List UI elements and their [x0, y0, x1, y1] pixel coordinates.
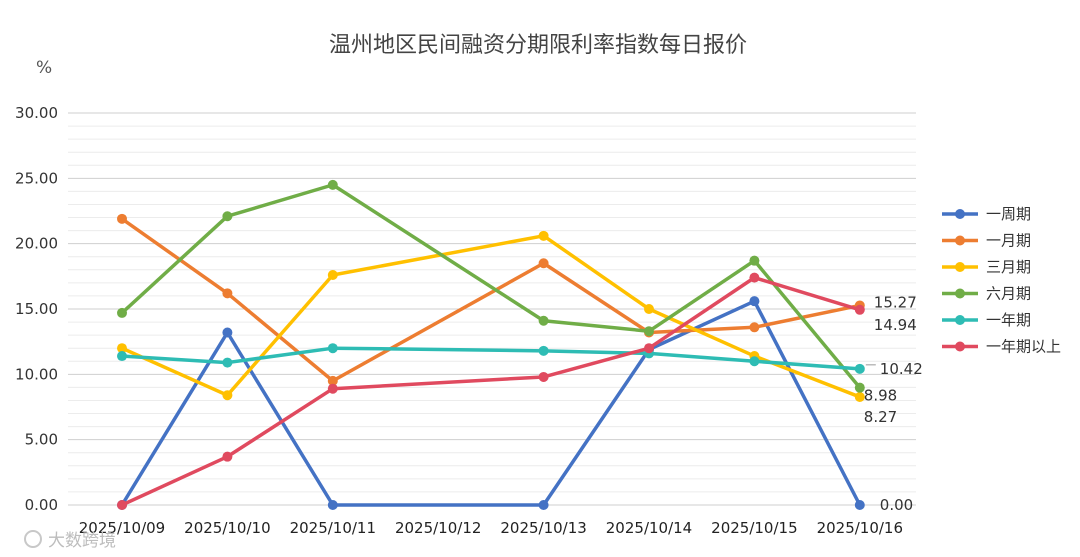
y-axis-ticks: 0.00 5.00 10.00 15.00 20.00 25.00 30.00 [15, 104, 58, 514]
end-value-label: 0.00 [880, 496, 913, 514]
data-point [538, 371, 549, 382]
legend-item: 一年期 [942, 311, 1031, 329]
series-6 [117, 272, 865, 510]
series-lines [117, 179, 865, 510]
data-point [327, 343, 338, 354]
data-point [327, 179, 338, 190]
series-2 [117, 213, 865, 386]
y-tick-label: 15.00 [15, 300, 58, 318]
legend-label: 一月期 [986, 232, 1031, 250]
x-tick-label: 2025/10/14 [606, 519, 692, 537]
data-point [222, 288, 233, 299]
x-tick-label: 2025/10/16 [817, 519, 903, 537]
data-point [749, 272, 760, 283]
legend-item: 一月期 [942, 232, 1031, 250]
data-point [117, 343, 127, 354]
legend-swatch-marker [955, 288, 965, 299]
legend-swatch-marker [955, 209, 965, 219]
data-point [222, 390, 233, 401]
data-point [538, 345, 549, 356]
data-point [538, 258, 549, 269]
y-tick-label: 30.00 [15, 104, 58, 122]
data-point [749, 296, 760, 307]
data-point [854, 382, 865, 393]
end-value-label: 8.27 [864, 408, 897, 426]
data-point [327, 500, 338, 510]
legend-label: 一周期 [986, 205, 1031, 223]
series-line [120, 234, 862, 399]
x-tick-label: 2025/10/09 [79, 519, 165, 537]
data-point [538, 500, 549, 510]
legend-label: 三月期 [986, 258, 1031, 276]
data-point [327, 375, 338, 386]
data-point [644, 343, 654, 354]
data-point [117, 213, 127, 224]
end-value-label: 15.27 [874, 293, 917, 311]
x-tick-label: 2025/10/10 [184, 519, 270, 537]
series-line [120, 346, 862, 371]
data-point [222, 451, 233, 462]
legend-item: 三月期 [942, 258, 1031, 276]
data-point [222, 327, 233, 338]
end-value-label: 10.42 [880, 360, 923, 378]
legend-label: 一年期以上 [986, 338, 1061, 356]
data-point [854, 500, 865, 510]
data-point [538, 230, 549, 241]
data-point [854, 391, 865, 402]
data-point [327, 270, 338, 281]
legend-item: 一周期 [942, 205, 1031, 223]
watermark-text: 大数跨境 [48, 531, 116, 551]
data-point [749, 356, 760, 367]
data-point [222, 211, 233, 222]
series-line [120, 183, 862, 390]
y-tick-label: 0.00 [25, 496, 58, 514]
x-tick-label: 2025/10/12 [395, 519, 481, 537]
end-value-label: 14.94 [874, 316, 917, 334]
x-tick-label: 2025/10/15 [711, 519, 797, 537]
data-point [749, 322, 760, 333]
end-labels: 15.27 14.94 10.42 8.98 8.27 0.00 [864, 293, 923, 514]
legend-item: 六月期 [942, 285, 1031, 303]
legend-swatch-marker [955, 262, 965, 272]
series-4 [117, 179, 865, 393]
x-tick-label: 2025/10/13 [500, 519, 586, 537]
data-point [854, 304, 865, 315]
watermark: 大数跨境 [24, 530, 116, 551]
x-axis-ticks: 2025/10/09 2025/10/10 2025/10/11 2025/10/12… [79, 519, 903, 537]
y-tick-label: 10.00 [15, 365, 58, 383]
y-tick-label: 5.00 [25, 431, 58, 449]
legend-swatch-marker [955, 235, 965, 246]
data-point [644, 326, 654, 337]
y-tick-label: 25.00 [15, 169, 58, 187]
watermark-logo-icon [24, 530, 42, 548]
data-point [222, 357, 233, 368]
data-point [327, 383, 338, 394]
series-line [120, 299, 862, 507]
data-point [538, 315, 549, 326]
chart-title: 温州地区民间融资分期限利率指数每日报价 [329, 33, 747, 58]
data-point [117, 307, 127, 318]
x-tick-label: 2025/10/11 [290, 519, 376, 537]
legend-swatch-marker [955, 315, 965, 325]
data-point [117, 500, 127, 510]
data-point [854, 363, 865, 374]
grid [68, 112, 916, 506]
legend-item: 一年期以上 [942, 338, 1061, 356]
data-point [749, 255, 760, 266]
data-point [117, 351, 127, 362]
legend-label: 六月期 [986, 285, 1031, 303]
data-point [644, 304, 654, 314]
y-axis-unit: % [36, 58, 52, 78]
end-value-label: 8.98 [864, 387, 897, 405]
y-tick-label: 20.00 [15, 235, 58, 253]
legend-label: 一年期 [986, 311, 1031, 329]
series-line [120, 217, 862, 383]
series-3 [117, 230, 865, 402]
legend-swatch-marker [955, 341, 965, 352]
